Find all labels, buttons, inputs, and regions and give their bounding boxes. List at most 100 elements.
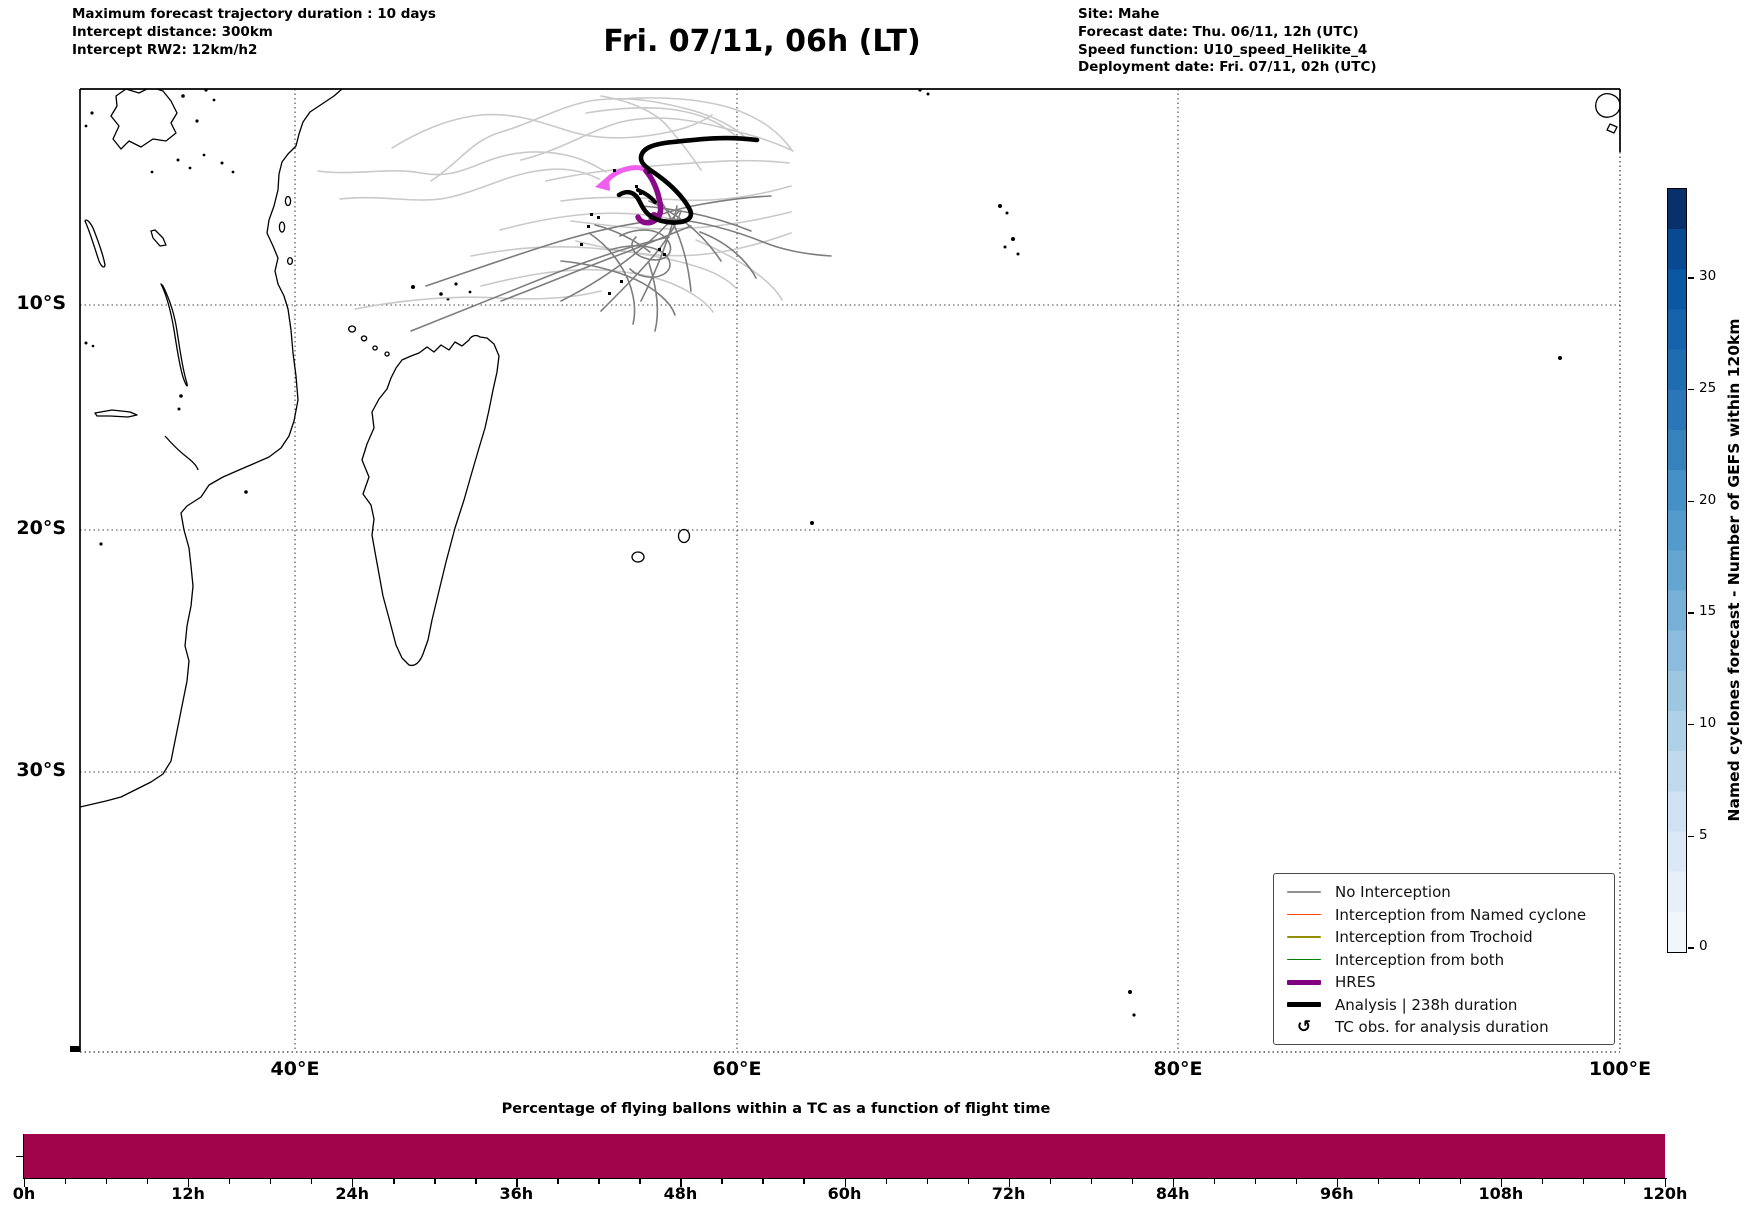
lon-tick-label: 80°E: [1153, 1058, 1203, 1080]
x-axis-major-tick: [1500, 1179, 1503, 1187]
gefs-dark-trajectories: [410, 195, 832, 332]
x-axis-minor-tick: [270, 1179, 272, 1184]
x-axis-minor-tick: [598, 1179, 600, 1184]
x-axis-minor-tick: [393, 1179, 395, 1184]
bottom-chart-bottom-spine: [22, 1177, 1667, 1180]
x-axis-tick-label: 12h: [171, 1184, 205, 1203]
lat-tick-label: 20°S: [16, 517, 66, 539]
colorbar-tick: [1688, 277, 1694, 279]
tc-obs-markers: [580, 169, 666, 295]
x-axis-major-tick: [1336, 1179, 1339, 1187]
x-axis-major-tick: [516, 1179, 518, 1187]
colorbar-tick-label: 0: [1699, 938, 1708, 955]
x-axis-minor-tick: [926, 1179, 928, 1184]
x-axis-major-tick: [1665, 1179, 1667, 1187]
x-axis-minor-tick: [885, 1179, 887, 1184]
map-frame: [70, 88, 1621, 1053]
legend-item-label: HRES: [1335, 973, 1376, 991]
x-axis-minor-tick: [1377, 1179, 1380, 1184]
legend-line-swatch: [1286, 913, 1322, 916]
x-axis-tick-label: 0h: [12, 1184, 36, 1203]
legend-line-swatch: [1286, 1002, 1322, 1007]
lat-tick-label: 30°S: [16, 759, 66, 781]
x-axis-minor-tick: [762, 1179, 764, 1184]
x-axis-major-tick: [352, 1179, 354, 1187]
legend-item: Analysis | 238h duration: [1286, 994, 1604, 1016]
x-axis-tick-label: 120h: [1642, 1184, 1688, 1203]
x-axis-tick-label: 96h: [1319, 1184, 1354, 1203]
x-axis-major-tick: [844, 1179, 846, 1187]
legend-item-label: Interception from Trochoid: [1335, 928, 1533, 946]
colorbar-tick-label: 25: [1699, 379, 1717, 396]
colorbar-label: Named cyclones forecast - Number of GEFS…: [1725, 318, 1743, 822]
hres-arrowhead-icon: [595, 175, 610, 191]
colorbar-tick: [1688, 500, 1694, 502]
x-axis-minor-tick: [1459, 1179, 1462, 1184]
x-axis-tick-label: 72h: [991, 1184, 1026, 1203]
colorbar-tick-label: 30: [1699, 268, 1717, 285]
legend-line-swatch: [1286, 979, 1322, 985]
legend-line-swatch: [1286, 891, 1322, 893]
x-axis-tick-label: 48h: [663, 1184, 698, 1203]
legend-item-label: Interception from both: [1335, 950, 1505, 969]
legend-item: No Interception: [1286, 881, 1604, 903]
bottom-chart-title: Percentage of flying ballons within a TC…: [501, 1101, 1051, 1117]
tc-percentage-bar: [24, 1134, 1665, 1178]
x-axis-minor-tick: [1418, 1179, 1421, 1184]
x-axis-tick-label: 24h: [335, 1184, 370, 1203]
lon-tick-label: 60°E: [712, 1058, 762, 1080]
coastlines: [80, 89, 1620, 808]
bottom-chart-left-spine: [22, 1134, 25, 1178]
tc-obs-icon: ↺: [1296, 1016, 1312, 1037]
legend-line-swatch: [1286, 936, 1322, 938]
legend-item: ↺ TC obs. for analysis duration: [1286, 1016, 1604, 1038]
x-axis-minor-tick: [557, 1179, 559, 1184]
x-axis-tick-label: 108h: [1478, 1184, 1524, 1203]
x-axis-minor-tick: [434, 1179, 436, 1184]
colorbar-tick: [1688, 723, 1694, 726]
x-axis-minor-tick: [1623, 1179, 1626, 1184]
x-axis-minor-tick: [1131, 1179, 1133, 1184]
colorbar-tick: [1688, 835, 1694, 837]
legend-item: Interception from Trochoid: [1286, 926, 1604, 948]
legend-item: Interception from both: [1286, 949, 1604, 971]
legend-item-label: TC obs. for analysis duration: [1335, 1018, 1549, 1036]
x-axis-minor-tick: [65, 1179, 67, 1184]
legend-item: HRES: [1286, 971, 1604, 993]
map-gridlines: [80, 89, 1620, 1052]
x-axis-major-tick: [188, 1179, 190, 1187]
colorbar-tick-label: 5: [1699, 826, 1708, 843]
x-axis-major-tick: [680, 1179, 682, 1187]
bottom-chart-y-tick: [16, 1156, 23, 1158]
x-axis-minor-tick: [1541, 1179, 1544, 1184]
lat-tick-label: 10°S: [16, 292, 66, 314]
legend-item: Interception from Named cyclone: [1286, 904, 1604, 926]
legend: No Interception Interception from Named c…: [1273, 873, 1615, 1045]
x-axis-major-tick: [1172, 1179, 1174, 1187]
island-dots: [84, 89, 1562, 1017]
colorbar-tick: [1688, 612, 1694, 614]
legend-item-label: No Interception: [1335, 883, 1451, 901]
x-axis-minor-tick: [106, 1179, 108, 1184]
x-axis-minor-tick: [1254, 1179, 1257, 1184]
colorbar-tick-label: 10: [1699, 714, 1717, 731]
figure-title: Fri. 07/11, 06h (LT): [603, 24, 921, 59]
x-axis-tick-label: 84h: [1155, 1184, 1190, 1203]
lon-tick-label: 40°E: [270, 1058, 320, 1080]
hres-trajectory: [595, 165, 664, 226]
colorbar-tick: [1688, 388, 1694, 391]
x-axis-major-tick: [24, 1179, 26, 1187]
x-axis-minor-tick: [229, 1179, 231, 1184]
legend-item-label: Interception from Named cyclone: [1335, 905, 1587, 924]
site-info-text: Site: Mahe Forecast date: Thu. 06/11, 12…: [1078, 6, 1377, 76]
x-axis-minor-tick: [967, 1179, 969, 1184]
x-axis-minor-tick: [1582, 1179, 1585, 1184]
x-axis-minor-tick: [803, 1179, 805, 1184]
x-axis-minor-tick: [1049, 1179, 1051, 1184]
x-axis-minor-tick: [639, 1179, 641, 1184]
x-axis-minor-tick: [1090, 1179, 1092, 1184]
x-axis-major-tick: [1008, 1179, 1010, 1187]
lon-tick-label: 100°E: [1588, 1058, 1652, 1080]
